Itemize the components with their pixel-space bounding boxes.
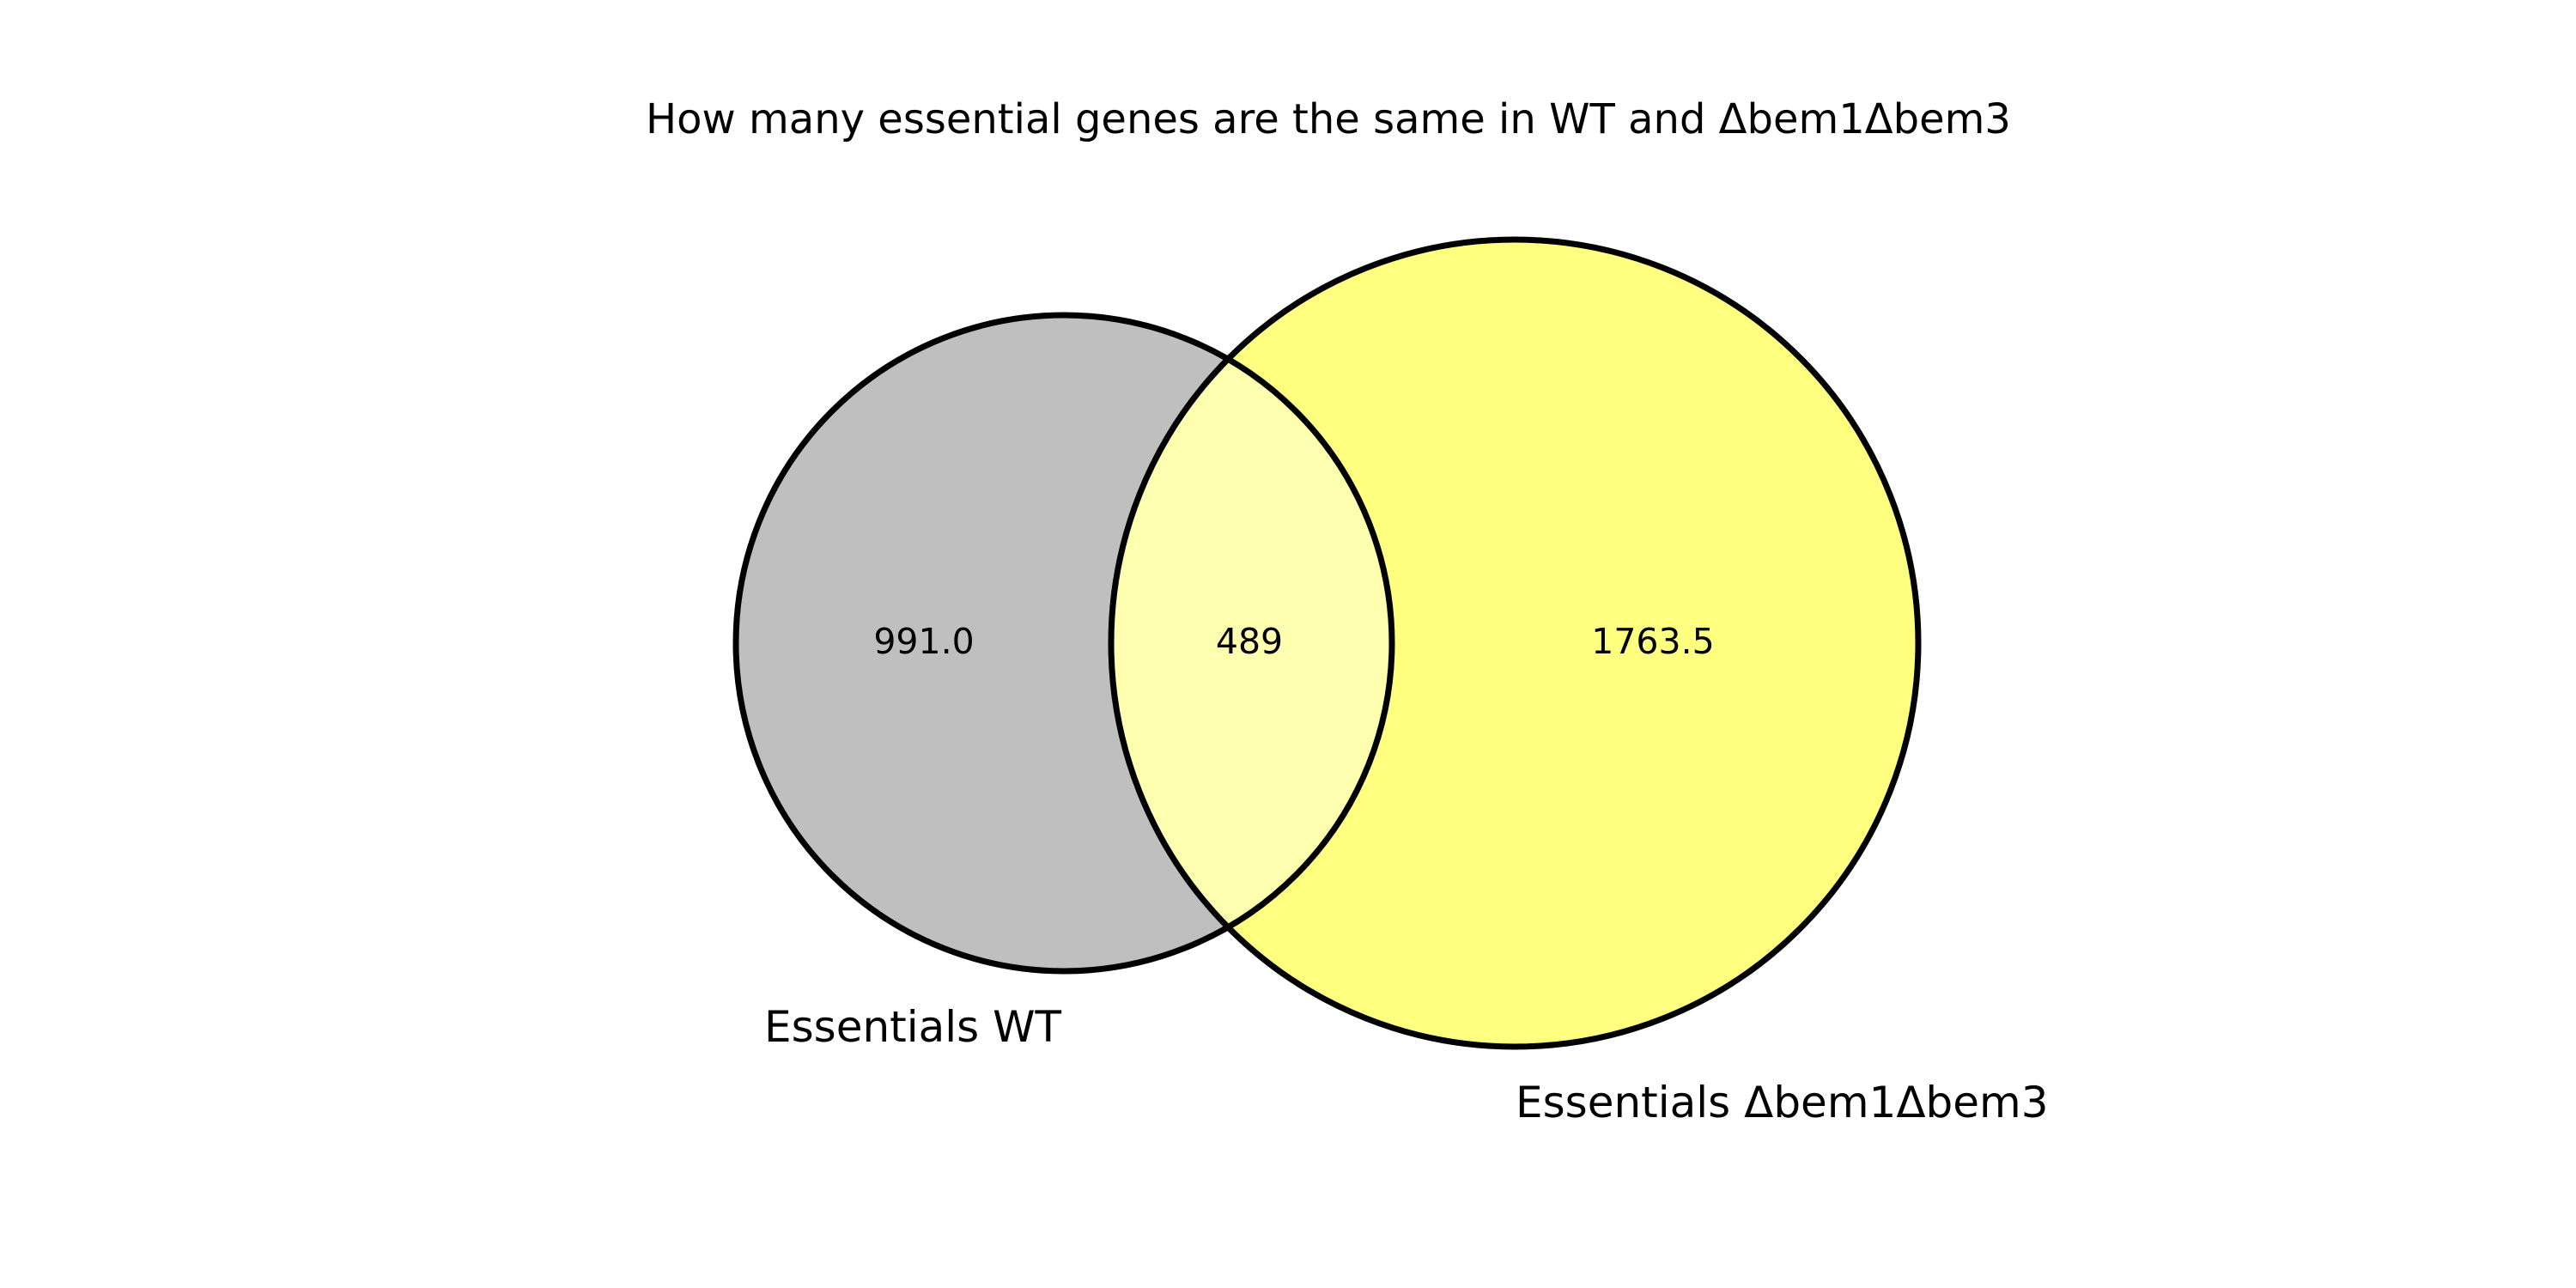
count-overlap: 489 (1216, 621, 1283, 662)
overlap-region (1111, 315, 1392, 971)
set-label-bem1-bem3: Essentials Δbem1Δbem3 (1516, 1078, 2049, 1127)
set-outline-bem1-bem3 (1108, 236, 1922, 1050)
set-label-wt: Essentials WT (764, 1002, 1062, 1052)
count-wt-only: 991.0 (873, 621, 974, 662)
set-outline-wt (732, 312, 1395, 975)
diagram-title: How many essential genes are the same in… (646, 95, 2011, 143)
count-bem1-bem3-only: 1763.5 (1591, 621, 1714, 662)
